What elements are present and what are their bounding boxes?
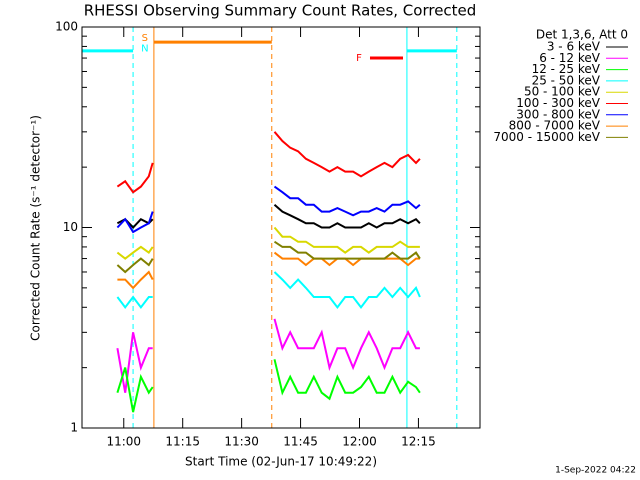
series-line	[116, 318, 420, 393]
legend-label: 7000 - 15000 keV	[493, 130, 600, 144]
date-stamp: 1-Sep-2022 04:22	[555, 466, 636, 476]
legend-label: 3 - 6 keV	[547, 40, 601, 54]
x-tick-label: 12:00	[342, 435, 377, 449]
plot-frame	[81, 26, 481, 429]
x-tick-label: 11:45	[283, 435, 318, 449]
x-tick-label: 12:15	[401, 435, 436, 449]
chart-title: RHESSI Observing Summary Count Rates, Co…	[84, 2, 477, 20]
y-tick-label: 10	[63, 220, 78, 234]
legend-title: Det 1,3,6, Att 0	[536, 28, 628, 42]
flag-label: N	[141, 44, 148, 55]
y-tick-label: 1	[70, 421, 78, 435]
y-axis-label: Corrected Count Rate (s⁻¹ detector⁻¹)	[29, 115, 43, 341]
legend-label: 800 - 7000 keV	[509, 119, 601, 133]
flag-label: S	[142, 33, 148, 44]
legend-label: 100 - 300 keV	[516, 96, 600, 110]
y-tick-label: 100	[55, 20, 78, 34]
x-tick-label: 11:30	[224, 435, 259, 449]
series-line	[116, 359, 421, 413]
legend-label: 300 - 800 keV	[516, 107, 600, 121]
legend-label: 25 - 50 keV	[532, 73, 601, 87]
x-axis-label: Start Time (02-Jun-17 10:49:22)	[185, 455, 377, 469]
series-line	[116, 131, 421, 194]
series-line	[116, 226, 420, 260]
legend-label: 50 - 100 keV	[524, 85, 601, 99]
series-line	[116, 271, 421, 309]
series-line	[116, 185, 421, 234]
x-tick-label: 11:00	[106, 435, 141, 449]
legend-label: 6 - 12 keV	[539, 51, 601, 65]
legend-label: 12 - 25 keV	[532, 62, 601, 76]
flag-label: F	[356, 53, 362, 64]
series-line	[116, 240, 421, 274]
x-tick-label: 11:15	[165, 435, 200, 449]
